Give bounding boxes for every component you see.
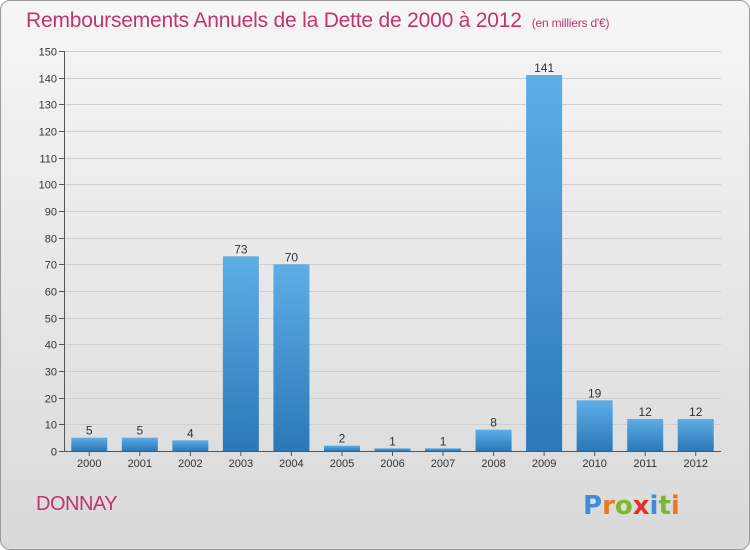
bar bbox=[374, 448, 411, 451]
bar bbox=[222, 256, 259, 451]
y-tick-label: 90 bbox=[45, 207, 57, 219]
x-tick-label: 2011 bbox=[633, 458, 657, 470]
bar bbox=[475, 429, 512, 451]
x-tick-label: 2001 bbox=[128, 458, 152, 470]
bar bbox=[576, 400, 613, 451]
bar-value-label: 2 bbox=[339, 432, 346, 446]
logo-letter: x bbox=[632, 491, 650, 521]
y-tick-label: 110 bbox=[39, 154, 57, 166]
x-tick-label: 2002 bbox=[178, 458, 202, 470]
title-text: Remboursements Annuels de la Dette de 20… bbox=[26, 9, 522, 32]
bar-value-label: 70 bbox=[285, 250, 299, 264]
x-tick-label: 2007 bbox=[431, 458, 455, 470]
y-tick-label: 150 bbox=[39, 47, 57, 59]
bar-value-label: 5 bbox=[86, 424, 93, 438]
bar-value-label: 141 bbox=[534, 61, 554, 75]
bar-value-label: 12 bbox=[639, 405, 653, 419]
x-tick-label: 2006 bbox=[380, 458, 404, 470]
bar bbox=[526, 75, 563, 451]
bar bbox=[71, 437, 108, 451]
y-tick-label: 20 bbox=[45, 394, 57, 406]
proxiti-logo[interactable]: Proxiti bbox=[583, 489, 693, 523]
bar-value-label: 4 bbox=[187, 426, 194, 440]
y-tick-label: 130 bbox=[39, 100, 57, 112]
x-tick-label: 2009 bbox=[532, 458, 556, 470]
grid-lines bbox=[64, 51, 721, 425]
y-tick-label: 140 bbox=[39, 74, 57, 86]
bar bbox=[627, 419, 664, 451]
bars bbox=[71, 75, 714, 451]
bar-value-label: 8 bbox=[490, 416, 497, 430]
logo-letter: r bbox=[602, 491, 615, 521]
bar-value-label: 1 bbox=[389, 434, 396, 448]
x-tick-label: 2012 bbox=[683, 458, 707, 470]
bar bbox=[121, 437, 158, 451]
bar bbox=[273, 264, 310, 451]
x-tick-label: 2010 bbox=[582, 458, 606, 470]
bar-value-label: 5 bbox=[136, 424, 143, 438]
bar-value-label: 12 bbox=[689, 405, 703, 419]
bar bbox=[677, 419, 714, 451]
y-tick-label: 100 bbox=[39, 180, 57, 192]
axes: 0 10 20 30 40 50 60 70 80 90 100 110 120 130 140 150 200… bbox=[39, 47, 721, 470]
bar-value-label: 1 bbox=[440, 434, 447, 448]
y-tick-label: 30 bbox=[45, 367, 57, 379]
x-tick-label: 2000 bbox=[77, 458, 101, 470]
chart-title: Remboursements Annuels de la Dette de 20… bbox=[26, 9, 609, 33]
y-tick-label: 50 bbox=[45, 314, 57, 326]
commune-name: DONNAY bbox=[36, 493, 118, 515]
y-tick-label: 10 bbox=[45, 420, 57, 432]
y-tick-label: 80 bbox=[45, 234, 57, 246]
bar-value-label: 19 bbox=[588, 386, 602, 400]
y-tick-label: 40 bbox=[45, 340, 57, 352]
x-tick-label: 2005 bbox=[330, 458, 354, 470]
bar bbox=[425, 448, 462, 451]
x-tick-label: 2008 bbox=[481, 458, 505, 470]
bar-value-label: 73 bbox=[234, 242, 248, 256]
x-tick-label: 2004 bbox=[279, 458, 303, 470]
logo-letter: t bbox=[658, 491, 671, 521]
logo-letter: i bbox=[649, 491, 659, 521]
y-tick-label: 0 bbox=[51, 447, 57, 459]
data-labels: 5 5 4 73 70 2 1 1 8 141 19 12 12 bbox=[86, 61, 703, 448]
bar bbox=[172, 440, 209, 451]
logo-letter: i bbox=[670, 491, 680, 521]
y-tick-label: 60 bbox=[45, 287, 57, 299]
bar bbox=[323, 445, 360, 451]
logo-letter: o bbox=[614, 491, 633, 521]
y-tick-label: 70 bbox=[45, 260, 57, 272]
x-tick-label: 2003 bbox=[229, 458, 253, 470]
y-tick-label: 120 bbox=[39, 127, 57, 139]
title-unit: (en milliers d'€) bbox=[531, 16, 610, 30]
logo-letter: P bbox=[583, 491, 603, 521]
